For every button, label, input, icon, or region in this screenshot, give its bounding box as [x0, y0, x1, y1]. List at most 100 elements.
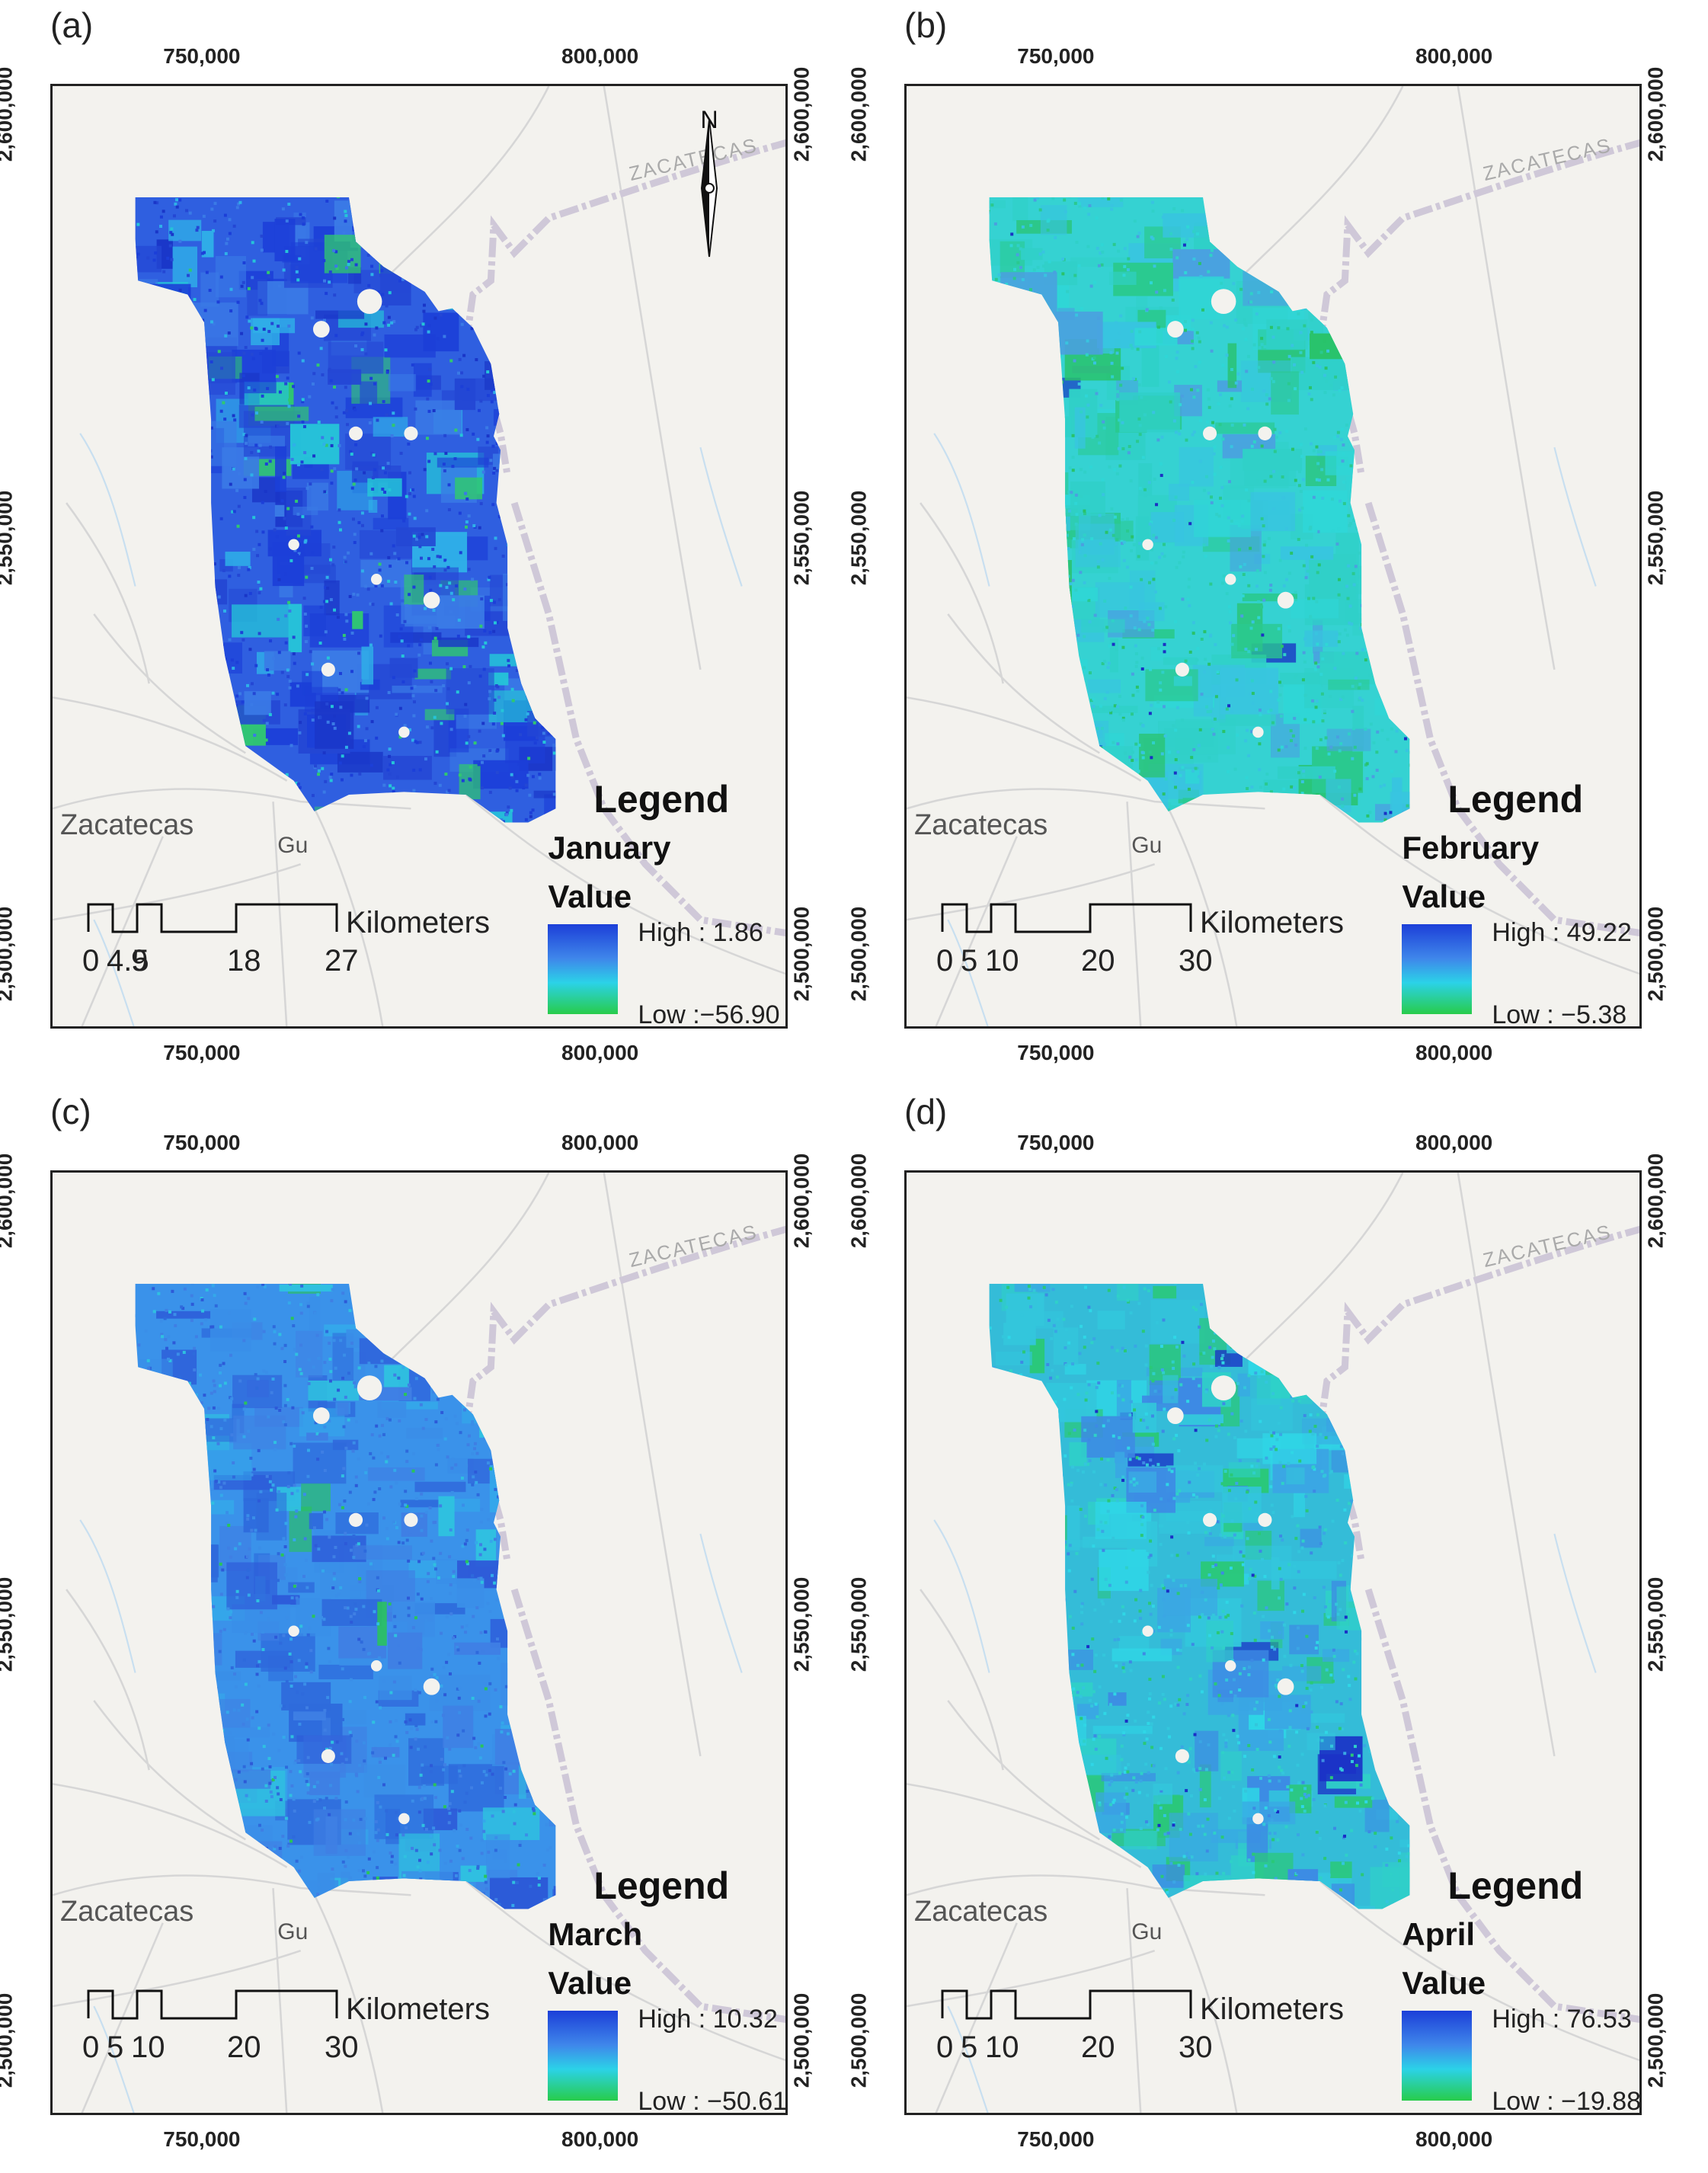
water-lines	[79, 1519, 743, 2113]
state-boundary	[1316, 139, 1639, 937]
y-tick-right: 2,550,000	[1643, 490, 1668, 586]
x-tick-top: 800,000	[1415, 1131, 1493, 1154]
legend-title: Legend	[593, 1864, 730, 1907]
y-tick-left: 2,500,000	[0, 906, 17, 1001]
map-panel-january: (a) Zacatecas Gu ZACATECAS N 750,000 750,000 80…	[0, 0, 854, 1086]
raster-layer	[135, 197, 556, 823]
scale-tick: 0	[936, 2030, 954, 2064]
scale-tick: 0	[82, 2030, 100, 2064]
scale-tick: 0	[936, 943, 954, 978]
scale-tick: 10	[985, 2030, 1019, 2064]
y-tick-left: 2,600,000	[846, 66, 871, 162]
y-tick-right: 2,500,000	[1643, 1992, 1668, 2088]
x-tick-bottom: 750,000	[163, 2127, 241, 2151]
color-ramp	[1402, 923, 1473, 1014]
panel-label: (c)	[50, 1092, 91, 1131]
scale-unit: Kilometers	[346, 905, 490, 939]
water-lines	[933, 433, 1597, 1026]
road-network	[53, 86, 785, 1026]
scale-tick: 9	[131, 943, 149, 978]
x-tick-bottom: 800,000	[1415, 1041, 1493, 1064]
state-boundary	[1316, 1225, 1639, 2024]
legend-low: Low : −5.38	[1492, 1000, 1627, 1029]
legend-month: March	[548, 1915, 643, 1952]
city-label: Zacatecas	[60, 808, 194, 841]
y-tick-right: 2,600,000	[1643, 66, 1668, 162]
road-network	[907, 1173, 1639, 2113]
y-tick-left: 2,600,000	[0, 66, 17, 162]
water-lines	[933, 1519, 1597, 2113]
color-ramp	[548, 923, 619, 1014]
y-tick-left: 2,550,000	[0, 1576, 17, 1672]
map-panel-march: (c) Zacatecas Gu ZACATECAS 750,000 750,000 800…	[0, 1086, 854, 2173]
basemap-svg	[907, 86, 1639, 1026]
y-tick-left: 2,500,000	[846, 1992, 871, 2088]
basemap-svg	[53, 86, 785, 1026]
map-frame: Zacatecas Gu ZACATECAS	[50, 1170, 788, 2115]
town-label: Gu	[277, 1919, 309, 1944]
x-tick-top: 750,000	[163, 44, 241, 68]
map-panel-february: (b) Zacatecas Gu ZACATECAS 750,000 750,000 800…	[846, 0, 1708, 1086]
legend-high: High : 10.32	[638, 2004, 778, 2034]
scale-tick: 20	[1081, 2030, 1115, 2064]
y-tick-right: 2,550,000	[1643, 1576, 1668, 1672]
panel-label: (b)	[904, 5, 948, 45]
x-tick-top: 800,000	[561, 44, 639, 68]
north-arrow-icon	[686, 112, 732, 264]
legend-low: Low : −50.61	[638, 2086, 788, 2116]
legend-month: February	[1402, 829, 1540, 866]
x-tick-bottom: 800,000	[561, 1041, 639, 1064]
legend-low: Low :−56.90	[638, 1000, 780, 1029]
city-label: Zacatecas	[914, 808, 1048, 841]
legend-title: Legend	[1447, 777, 1584, 821]
state-boundary	[462, 139, 785, 937]
x-tick-top: 800,000	[1415, 44, 1493, 68]
scale-bar	[87, 1988, 346, 2026]
scale-tick: 5	[961, 2030, 978, 2064]
scale-tick: 20	[227, 2030, 261, 2064]
basemap-svg	[53, 1173, 785, 2113]
y-tick-right: 2,550,000	[789, 490, 814, 586]
city-label: Zacatecas	[914, 1895, 1048, 1928]
map-frame: Zacatecas Gu ZACATECAS	[904, 1170, 1642, 2115]
y-tick-left: 2,550,000	[0, 490, 17, 586]
scale-unit: Kilometers	[1200, 1992, 1344, 2026]
x-tick-bottom: 750,000	[1017, 1041, 1095, 1064]
scale-bar	[941, 1988, 1200, 2026]
scale-bar	[87, 901, 346, 939]
scale-bar	[941, 901, 1200, 939]
y-tick-right: 2,500,000	[789, 906, 814, 1001]
legend-value-label: Value	[1402, 878, 1486, 914]
map-frame: Zacatecas Gu ZACATECAS	[904, 84, 1642, 1029]
north-label: N	[700, 106, 718, 133]
scale-unit: Kilometers	[1200, 905, 1344, 939]
map-panel-april: (d) Zacatecas Gu ZACATECAS 750,000 750,000 800…	[846, 1086, 1708, 2173]
water-lines	[79, 433, 743, 1026]
scale-tick: 4.5	[107, 943, 149, 978]
basemap-svg	[907, 1173, 1639, 2113]
legend-high: High : 1.86	[638, 917, 763, 947]
scale-tick: 5	[107, 2030, 124, 2064]
scale-tick: 0	[82, 943, 100, 978]
road-network	[907, 86, 1639, 1026]
legend-value-label: Value	[1402, 1964, 1486, 2001]
legend-title: Legend	[1447, 1864, 1584, 1907]
scale-tick: 10	[985, 943, 1019, 978]
scale-tick: 18	[227, 943, 261, 978]
y-tick-right: 2,500,000	[789, 1992, 814, 2088]
road-network	[53, 1173, 785, 2113]
legend-value-label: Value	[548, 1964, 632, 2001]
legend-title: Legend	[593, 777, 730, 821]
y-tick-right: 2,600,000	[1643, 1153, 1668, 1249]
scale-tick: 20	[1081, 943, 1115, 978]
color-ramp	[548, 2010, 619, 2101]
y-tick-left: 2,550,000	[846, 490, 871, 586]
legend-low: Low : −19.88	[1492, 2086, 1642, 2116]
x-tick-bottom: 750,000	[1017, 2127, 1095, 2151]
scale-tick: 30	[1179, 943, 1213, 978]
raster-layer	[989, 197, 1410, 823]
y-tick-left: 2,600,000	[846, 1153, 871, 1249]
x-tick-top: 750,000	[1017, 44, 1095, 68]
town-label: Gu	[277, 832, 309, 858]
town-label: Gu	[1131, 832, 1163, 858]
